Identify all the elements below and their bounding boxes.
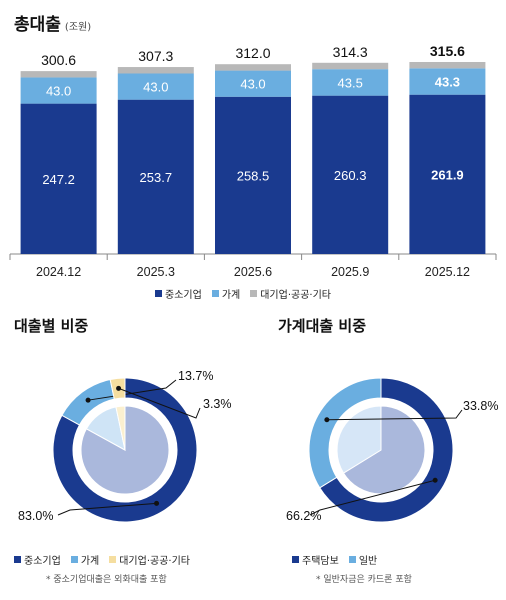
bar-total-label: 315.6 xyxy=(430,43,465,59)
slice-label: 66.2% xyxy=(286,509,321,523)
bar-value-label: 253.7 xyxy=(140,170,173,185)
legend-label: 대기업·공공·기타 xyxy=(119,556,190,567)
bar-value-label: 43.5 xyxy=(338,75,363,90)
legend-label: 일반 xyxy=(358,556,378,567)
loan-share-title: 대출별 비중 xyxy=(14,317,89,335)
leader-line xyxy=(326,409,463,421)
legend-swatch xyxy=(109,556,117,563)
bar-value-label: 260.3 xyxy=(334,168,367,183)
x-tick-label: 2025.6 xyxy=(234,265,272,279)
donut-core-slice xyxy=(342,405,426,495)
bar-segment-other xyxy=(117,67,194,74)
bar-segment-household xyxy=(215,70,291,97)
leader-dot xyxy=(432,477,438,483)
chart-title-text: 총대출 xyxy=(14,15,61,35)
stacked-bar-chart: 247.2 43.0 300.6 2024.12 253.7 43.0 307.3 2025.… xyxy=(9,43,497,279)
bar-segment-household xyxy=(117,73,194,100)
legend-swatch xyxy=(211,290,219,297)
household-share-title: 가계대출 비중 xyxy=(278,317,367,335)
bar-segment-household xyxy=(312,69,389,96)
slice-label: 33.8% xyxy=(463,399,498,413)
bar-segment-other xyxy=(215,64,291,71)
leader-dot xyxy=(85,397,91,403)
bar-total-label: 300.6 xyxy=(41,52,76,68)
bar-segment-sme xyxy=(117,99,194,254)
loan-share-footnote: * 중소기업대출은 외화대출 포함 xyxy=(46,575,167,585)
chart-title: 총대출 (조원) xyxy=(14,10,91,35)
legend-item: 중소기업 xyxy=(155,286,202,301)
bar-value-label: 43.0 xyxy=(46,84,71,99)
donut-core-slice xyxy=(115,405,126,451)
legend-item: 대기업·공공·기타 xyxy=(250,286,331,301)
legend-item: 가계 xyxy=(211,286,241,301)
bar-segment-sme xyxy=(20,103,97,254)
chart-unit: (조원) xyxy=(64,22,92,33)
bar-segment-other xyxy=(409,62,486,69)
bar-legend: 중소기업 가계 대기업·공공·기타 xyxy=(155,286,331,301)
x-tick-label: 2025.12 xyxy=(425,265,470,279)
leader-line xyxy=(118,387,201,419)
x-tick-label: 2024.12 xyxy=(36,265,81,279)
bar-total-label: 307.3 xyxy=(138,48,173,64)
legend-swatch xyxy=(155,290,162,297)
legend-swatch xyxy=(14,556,21,563)
donut-ring-slice xyxy=(52,377,198,523)
legend-item: 중소기업 xyxy=(14,552,61,567)
bar-segment-sme xyxy=(312,95,389,255)
bar-segment-household xyxy=(409,68,486,95)
bar-total-label: 312.0 xyxy=(235,45,270,61)
bar-value-label: 258.5 xyxy=(237,168,270,183)
legend-label: 주택담보 xyxy=(302,556,339,567)
legend-item: 주택담보 xyxy=(292,552,339,567)
donut-ring-slice xyxy=(319,377,454,523)
leader-line xyxy=(309,479,436,516)
donut-ring-slice xyxy=(308,377,382,489)
household-share-legend: 주택담보 일반 xyxy=(292,552,377,567)
slice-label: 83.0% xyxy=(18,509,53,523)
legend-label: 중소기업 xyxy=(24,556,61,567)
legend-item: 가계 xyxy=(70,552,100,567)
bar-segment-household xyxy=(20,77,97,104)
legend-swatch xyxy=(70,556,78,563)
household-share-donut: 66.2% 33.8% xyxy=(286,377,498,523)
slice-label: 13.7% xyxy=(178,369,213,383)
legend-label: 중소기업 xyxy=(165,290,202,301)
leader-dot xyxy=(324,417,330,423)
donut-core-slice xyxy=(80,405,170,495)
leader-dot xyxy=(116,385,122,391)
slice-label: 3.3% xyxy=(203,397,232,411)
bar-segment-sme xyxy=(215,96,291,254)
bar-value-label: 43.3 xyxy=(435,74,460,89)
bar-value-label: 247.2 xyxy=(42,172,75,187)
legend-label: 대기업·공공·기타 xyxy=(260,290,331,301)
bar-value-label: 43.0 xyxy=(240,77,265,92)
household-share-footnote: * 일반자금은 카드론 포함 xyxy=(316,575,412,585)
bar-segment-sme xyxy=(409,94,486,254)
bar-segment-other xyxy=(312,62,389,70)
loan-share-legend: 중소기업 가계 대기업·공공·기타 xyxy=(14,552,190,567)
x-tick-label: 2025.9 xyxy=(331,265,369,279)
legend-label: 가계 xyxy=(80,556,100,567)
legend-swatch xyxy=(348,556,356,563)
legend-item: 대기업·공공·기타 xyxy=(109,552,190,567)
leader-line xyxy=(57,502,157,516)
legend-label: 가계 xyxy=(221,290,241,301)
legend-swatch xyxy=(250,290,258,297)
bar-segment-other xyxy=(20,71,97,78)
donut-core-slice xyxy=(336,405,382,474)
legend-item: 일반 xyxy=(348,552,378,567)
legend-swatch xyxy=(292,556,299,563)
x-tick-label: 2025.3 xyxy=(137,265,175,279)
bar-value-label: 261.9 xyxy=(431,167,464,182)
loan-share-donut: 83.0% 13.7% 3.3% xyxy=(18,369,232,523)
bar-total-label: 314.3 xyxy=(333,44,368,60)
bar-value-label: 43.0 xyxy=(143,80,168,95)
